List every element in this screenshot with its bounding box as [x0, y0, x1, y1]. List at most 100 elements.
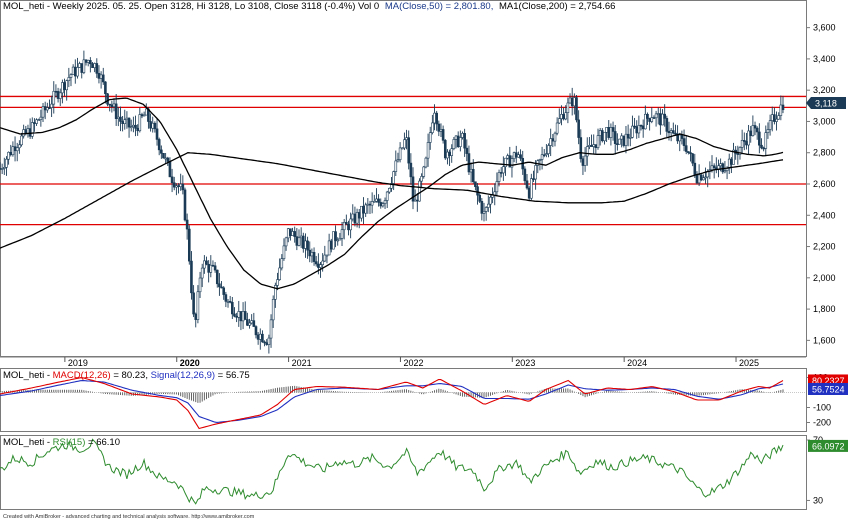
price-bar-body	[291, 231, 294, 236]
price-tick-label: 3,000	[813, 116, 836, 126]
price-bar-body	[149, 121, 152, 129]
price-bar-body	[613, 131, 617, 145]
price-bar-body	[78, 63, 81, 68]
price-bar-body	[712, 165, 716, 168]
price-bar-body	[345, 222, 348, 225]
price-bar-body	[280, 258, 284, 269]
price-bar-body	[760, 144, 763, 149]
price-bar-body	[618, 138, 621, 145]
price-bar-body	[306, 240, 309, 251]
price-bar-body	[525, 180, 529, 189]
price-bar-body	[3, 167, 6, 169]
price-bar-body	[667, 131, 671, 134]
price-bar-body	[745, 141, 748, 146]
price-bar-body	[611, 127, 615, 132]
price-bar-body	[766, 129, 770, 133]
rsi-title: MOL_heti - RSI(15) = 66.10	[3, 437, 120, 448]
price-tick-label: 2,600	[813, 179, 836, 189]
price-bar-body	[37, 119, 41, 121]
price-bar-body	[753, 125, 757, 129]
price-bar-body	[196, 291, 200, 320]
price-bar-body	[228, 301, 232, 303]
price-bar-body	[732, 149, 735, 165]
price-bar-body	[768, 120, 772, 130]
price-bar-body	[93, 63, 96, 69]
price-bar-body	[194, 313, 198, 320]
price-bar-body	[271, 299, 275, 321]
price-bar-body	[682, 138, 686, 146]
signal-value-label: 56.7524	[812, 384, 845, 394]
price-bar-body	[69, 74, 73, 78]
ma50-header: MA(Close,50) = 2,801.80,	[385, 1, 494, 12]
signal-value: = 56.75	[215, 370, 250, 381]
price-bar-body	[5, 158, 8, 168]
price-bar-body	[239, 311, 243, 322]
price-bar-body	[687, 151, 690, 153]
price-bar-body	[43, 106, 47, 111]
price-tick-label: 2,000	[813, 273, 836, 283]
price-bar-body	[267, 337, 271, 345]
price-bar-body	[0, 168, 2, 170]
price-bar-body	[465, 147, 469, 154]
price-bar-body	[461, 133, 464, 138]
price-bar-body	[573, 97, 576, 107]
price-bar-body	[65, 80, 68, 91]
price-bar-body	[263, 341, 266, 344]
time-tick-label: 2025	[739, 358, 759, 368]
price-bar-body	[411, 176, 415, 202]
price-bar-body	[448, 151, 451, 156]
price-bar-body	[226, 301, 230, 303]
price-bar-body	[349, 218, 352, 231]
price-bar-body	[28, 128, 32, 137]
rsi-label: RSI(15)	[53, 437, 86, 448]
price-bar-body	[575, 97, 578, 121]
price-bar-body	[233, 313, 236, 317]
price-bar-body	[112, 103, 116, 107]
price-bar-body	[588, 145, 591, 147]
price-bar-body	[58, 92, 62, 99]
price-bar-body	[73, 66, 77, 77]
price-bar-body	[781, 104, 785, 111]
price-bar-body	[278, 267, 281, 280]
price-bar-body	[117, 116, 120, 119]
price-bar-body	[635, 126, 639, 134]
price-bar-body	[422, 166, 426, 177]
price-bar-body	[119, 116, 122, 122]
price-bar-body	[566, 102, 570, 114]
ma50-line	[0, 97, 784, 290]
price-tick-label: 2,800	[813, 148, 836, 158]
price-bar-body	[403, 139, 406, 149]
price-bar-body	[187, 228, 191, 262]
price-bar-body	[680, 134, 684, 139]
price-bar-body	[684, 145, 688, 152]
price-bar-body	[568, 97, 572, 104]
price-bar-body	[125, 117, 129, 121]
ma200-header: MA1(Close,200) = 2,754.66	[499, 1, 615, 12]
price-bar-body	[334, 231, 337, 241]
price-bar-body	[499, 172, 503, 174]
price-bar-body	[656, 113, 660, 115]
price-bar-body	[181, 183, 185, 191]
price-bar-body	[514, 152, 518, 158]
price-bar-body	[144, 108, 148, 116]
price-bar-body	[18, 144, 21, 149]
price-bar-body	[661, 113, 664, 126]
macd-prefix: MOL_heti -	[3, 370, 53, 381]
price-bar-body	[669, 130, 673, 134]
price-bar-body	[392, 171, 395, 184]
price-bar-body	[121, 121, 124, 124]
footer-credit: Created with AmiBroker - advanced charti…	[3, 514, 255, 520]
price-bar-body	[484, 207, 488, 212]
price-bar-body	[136, 127, 139, 132]
price-bar-body	[671, 130, 675, 134]
price-bar-body	[355, 212, 359, 224]
price-bar-body	[721, 163, 725, 173]
price-bar-body	[388, 188, 391, 193]
price-bar-body	[22, 129, 25, 137]
price-bar-body	[368, 203, 372, 206]
price-bar-body	[624, 133, 628, 146]
price-bar-body	[89, 60, 92, 65]
price-bar-body	[372, 201, 376, 203]
price-bar-body	[91, 63, 94, 69]
price-bar-body	[443, 140, 447, 159]
